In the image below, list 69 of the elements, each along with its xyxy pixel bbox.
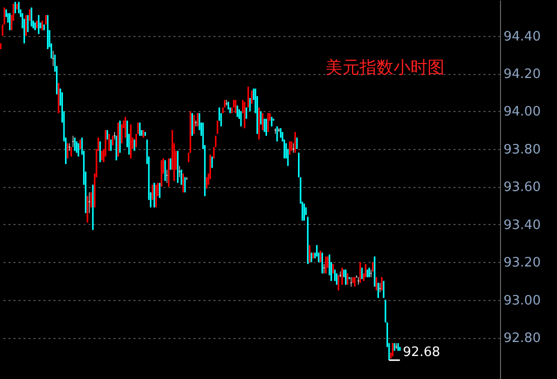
y-tick-label: 92.80 xyxy=(504,331,541,346)
candlestick xyxy=(152,184,154,200)
candlestick xyxy=(193,114,195,134)
candlestick xyxy=(236,105,238,118)
candlestick xyxy=(323,264,325,274)
candlestick xyxy=(27,14,29,32)
candlestick xyxy=(381,276,383,291)
candlestick xyxy=(251,90,253,104)
candlestick xyxy=(377,282,379,298)
y-tick-label: 94.00 xyxy=(504,104,541,120)
candlestick xyxy=(260,110,262,125)
candlestick xyxy=(114,132,116,140)
candlestick xyxy=(216,120,218,134)
y-tick-label: 93.20 xyxy=(504,256,541,271)
candlestick xyxy=(108,134,110,152)
candlestick xyxy=(52,50,54,66)
candlestick xyxy=(267,112,269,132)
candlestick xyxy=(247,86,249,108)
candlestick xyxy=(359,262,361,284)
candlestick xyxy=(240,110,242,127)
y-tick-label: 93.40 xyxy=(504,218,541,233)
candlestick xyxy=(180,169,182,186)
y-tick-label: 93.00 xyxy=(504,293,541,308)
y-tick-label: 94.40 xyxy=(504,29,541,44)
y-tick-label: 94.20 xyxy=(504,67,541,82)
candlestick xyxy=(308,244,310,262)
candlestick xyxy=(384,300,386,323)
candlestick xyxy=(137,122,139,134)
candlestick xyxy=(262,112,264,130)
candlestick xyxy=(276,126,278,142)
candlestick xyxy=(379,282,381,293)
candlestick xyxy=(296,137,298,150)
candlestick xyxy=(9,12,11,30)
y-tick-label: 93.60 xyxy=(504,180,541,196)
candlestick xyxy=(392,342,394,357)
y-tick-label: 93.80 xyxy=(504,142,541,158)
candlestick xyxy=(155,184,157,208)
candlestick xyxy=(182,173,184,193)
candlestick xyxy=(370,269,372,278)
candlestick xyxy=(134,139,136,152)
candlestick xyxy=(265,118,268,136)
candlestick xyxy=(72,135,74,148)
candlestick xyxy=(25,14,27,36)
candlestick xyxy=(303,203,305,221)
candlestick xyxy=(338,274,340,291)
text: 美元指数小时图 xyxy=(326,58,444,78)
candlestick xyxy=(90,192,92,208)
candlestick xyxy=(382,280,384,298)
candlestick xyxy=(226,100,228,106)
candlestick xyxy=(184,176,186,193)
candlestick xyxy=(249,98,251,112)
candlestick xyxy=(321,252,324,274)
candlestick xyxy=(292,143,294,154)
candlestick xyxy=(264,118,266,132)
candlestick xyxy=(211,156,213,168)
annotation: 92.68 xyxy=(402,345,440,360)
candlestick xyxy=(166,169,168,184)
candlestick xyxy=(213,146,215,159)
candlestick xyxy=(79,139,81,150)
candlestick xyxy=(334,269,336,282)
candlestick xyxy=(2,24,4,36)
candlestick xyxy=(66,143,68,159)
candlestick xyxy=(30,7,32,27)
candlestick xyxy=(376,276,378,291)
candlestick xyxy=(74,137,76,152)
candlestick xyxy=(121,124,123,144)
candlestick xyxy=(191,112,193,136)
candlestick xyxy=(178,166,180,178)
candlestick xyxy=(110,139,112,152)
